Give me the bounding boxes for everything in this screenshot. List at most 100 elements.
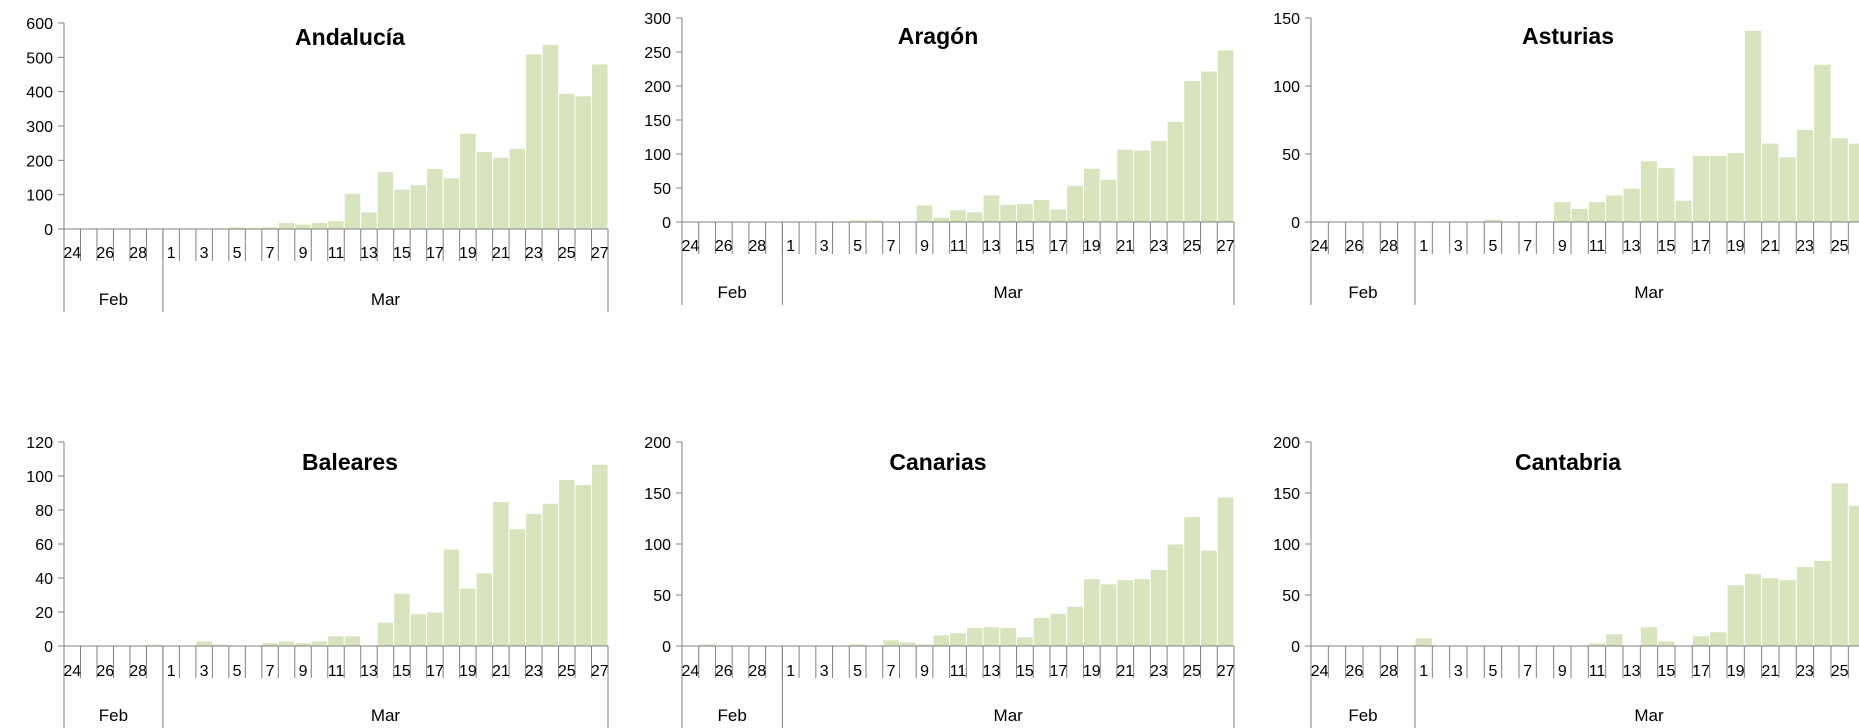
bar (1216, 49, 1235, 223)
bar (261, 642, 279, 647)
y-tick-label: 250 (644, 45, 671, 62)
bar (294, 223, 312, 230)
bar (1691, 635, 1711, 647)
bar (1813, 559, 1832, 647)
bar (1622, 187, 1641, 223)
x-tick-label: 11 (328, 245, 345, 262)
bar (949, 209, 967, 223)
bar (360, 211, 378, 230)
y-tick-label: 0 (1291, 639, 1300, 656)
bar (1709, 631, 1728, 647)
x-tick-label: 13 (1623, 663, 1641, 680)
bar (310, 640, 329, 647)
x-tick-label: 23 (525, 245, 543, 262)
bar (1016, 203, 1034, 223)
bar (1726, 584, 1745, 647)
chart-title: Andalucía (295, 24, 405, 50)
x-tick-label: 26 (715, 238, 733, 255)
x-tick-label: 24 (681, 663, 699, 680)
bar (1847, 142, 1859, 223)
bar (882, 639, 900, 647)
x-tick-label: 25 (558, 663, 576, 680)
bar (965, 627, 984, 647)
x-tick-label: 11 (950, 663, 967, 680)
x-tick-label: 24 (1311, 238, 1329, 255)
y-tick-label: 150 (644, 486, 671, 503)
bar (949, 632, 967, 647)
bar (525, 512, 543, 647)
bar (442, 177, 461, 230)
bar (409, 184, 428, 230)
bar (982, 194, 1001, 223)
x-tick-label: 17 (1049, 663, 1067, 680)
bar (574, 484, 593, 647)
group-label: Mar (371, 706, 401, 725)
bar (965, 211, 984, 223)
bar (1605, 633, 1624, 647)
x-tick-label: 9 (920, 238, 929, 255)
x-tick-label: 27 (591, 663, 609, 680)
x-tick-label: 5 (233, 663, 242, 680)
x-tick-label: 21 (1116, 238, 1134, 255)
bar (898, 641, 917, 647)
group-label: Feb (718, 706, 747, 725)
x-tick-label: 3 (820, 238, 829, 255)
y-tick-label: 150 (1273, 11, 1300, 28)
bar (376, 171, 395, 230)
bar (1674, 199, 1693, 223)
x-tick-label: 3 (200, 245, 209, 262)
y-tick-label: 60 (35, 537, 53, 554)
x-tick-label: 21 (492, 245, 510, 262)
bar (508, 528, 527, 647)
y-tick-label: 120 (26, 435, 53, 452)
bar (1149, 139, 1168, 223)
x-tick-label: 9 (1558, 663, 1567, 680)
y-tick-label: 150 (1273, 486, 1300, 503)
x-tick-label: 5 (1489, 663, 1498, 680)
y-tick-label: 20 (35, 605, 53, 622)
bar (558, 478, 576, 647)
x-tick-label: 17 (426, 245, 444, 262)
bar (1166, 543, 1185, 647)
y-tick-label: 400 (26, 85, 53, 102)
bar (327, 635, 345, 647)
x-tick-label: 7 (1523, 663, 1532, 680)
group-label: Mar (994, 283, 1024, 302)
x-tick-label: 5 (233, 245, 242, 262)
bar (1116, 579, 1135, 647)
y-tick-label: 100 (1273, 537, 1300, 554)
bar (915, 204, 934, 223)
x-tick-label: 17 (1049, 238, 1067, 255)
x-tick-label: 3 (200, 663, 209, 680)
group-label: Mar (1634, 706, 1664, 725)
bar (1133, 578, 1151, 647)
x-tick-label: 17 (1692, 663, 1710, 680)
x-tick-label: 28 (748, 663, 766, 680)
y-tick-label: 100 (1273, 79, 1300, 96)
x-tick-label: 1 (167, 663, 176, 680)
bar (591, 63, 609, 230)
x-tick-label: 11 (1589, 238, 1606, 255)
x-tick-label: 13 (983, 238, 1001, 255)
x-tick-label: 23 (1150, 238, 1168, 255)
y-tick-label: 100 (644, 147, 671, 164)
x-tick-label: 1 (786, 238, 795, 255)
x-tick-label: 24 (681, 238, 699, 255)
x-tick-label: 23 (1796, 238, 1814, 255)
y-tick-label: 0 (1291, 215, 1300, 232)
bar (591, 463, 609, 647)
x-tick-label: 13 (983, 663, 1001, 680)
bar (999, 203, 1018, 223)
x-tick-label: 5 (853, 238, 862, 255)
bar (1813, 63, 1832, 223)
bar (1761, 577, 1780, 647)
bar (1066, 605, 1084, 647)
y-tick-label: 200 (1273, 435, 1300, 452)
bar (1778, 579, 1797, 647)
bar (1795, 565, 1815, 647)
x-tick-label: 13 (360, 245, 378, 262)
x-tick-label: 25 (1831, 663, 1849, 680)
chart-title: Asturias (1522, 23, 1614, 49)
x-tick-label: 28 (1380, 663, 1398, 680)
